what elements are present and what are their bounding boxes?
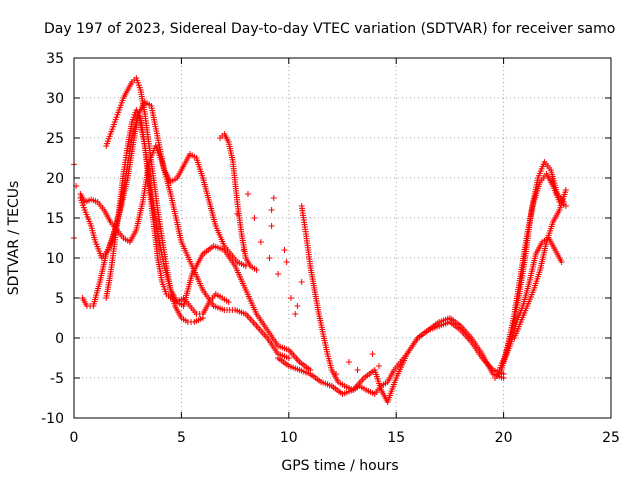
- x-tick-label: 15: [387, 430, 405, 446]
- data-point-marker: [270, 195, 277, 201]
- data-point-marker: [283, 259, 290, 265]
- y-tick-label: 15: [46, 211, 64, 227]
- data-point-marker: [292, 311, 299, 317]
- y-tick-label: 35: [46, 51, 64, 67]
- data-point-marker: [268, 223, 275, 229]
- x-tick-label: 0: [70, 430, 79, 446]
- data-point-marker: [298, 279, 305, 285]
- data-points: [71, 75, 569, 405]
- data-point-marker: [268, 207, 275, 213]
- y-axis-title: SDTVAR / TECUs: [6, 181, 22, 296]
- y-tick-label: 30: [46, 91, 64, 107]
- data-point-marker: [376, 363, 383, 369]
- grid: [74, 58, 611, 418]
- x-tick-label: 20: [495, 430, 513, 446]
- data-point-marker: [562, 203, 569, 209]
- data-point-marker: [266, 255, 273, 261]
- x-axis-title: GPS time / hours: [281, 458, 398, 474]
- data-point-marker: [500, 371, 507, 377]
- y-tick-label: 5: [55, 291, 64, 307]
- data-point-marker: [225, 299, 232, 305]
- data-point-marker: [281, 247, 288, 253]
- y-tick-label: 25: [46, 131, 64, 147]
- data-point-marker: [275, 271, 282, 277]
- plot-frame: [73, 57, 612, 419]
- x-tick-label: 5: [177, 430, 186, 446]
- data-point-marker: [234, 211, 241, 217]
- data-point-marker: [244, 191, 251, 197]
- data-point-marker: [287, 295, 294, 301]
- y-tick-label: 20: [46, 171, 64, 187]
- y-tick-label: 10: [46, 251, 64, 267]
- data-point-marker: [354, 367, 361, 373]
- data-point-marker: [562, 187, 569, 193]
- data-point-marker: [240, 247, 247, 253]
- axis-ticks: 0 5 10 15 20 25 -10 -5 0 5 10 15 20 25 30 35: [41, 51, 620, 446]
- data-point-marker: [294, 303, 301, 309]
- chart-title: Day 197 of 2023, Sidereal Day-to-day VTE…: [44, 21, 615, 37]
- y-tick-label: 0: [55, 331, 64, 347]
- y-tick-label: -10: [41, 411, 64, 427]
- data-point-marker: [369, 351, 376, 357]
- data-point-marker: [285, 355, 292, 361]
- y-tick-label: -5: [50, 371, 64, 387]
- data-point-marker: [257, 239, 264, 245]
- data-point-marker: [345, 359, 352, 365]
- data-point-marker: [558, 259, 565, 265]
- data-point-marker: [333, 371, 340, 377]
- data-point-marker: [251, 215, 258, 221]
- data-point-marker: [199, 315, 206, 321]
- x-tick-label: 25: [602, 430, 620, 446]
- data-point-marker: [253, 267, 260, 273]
- x-tick-label: 10: [280, 430, 298, 446]
